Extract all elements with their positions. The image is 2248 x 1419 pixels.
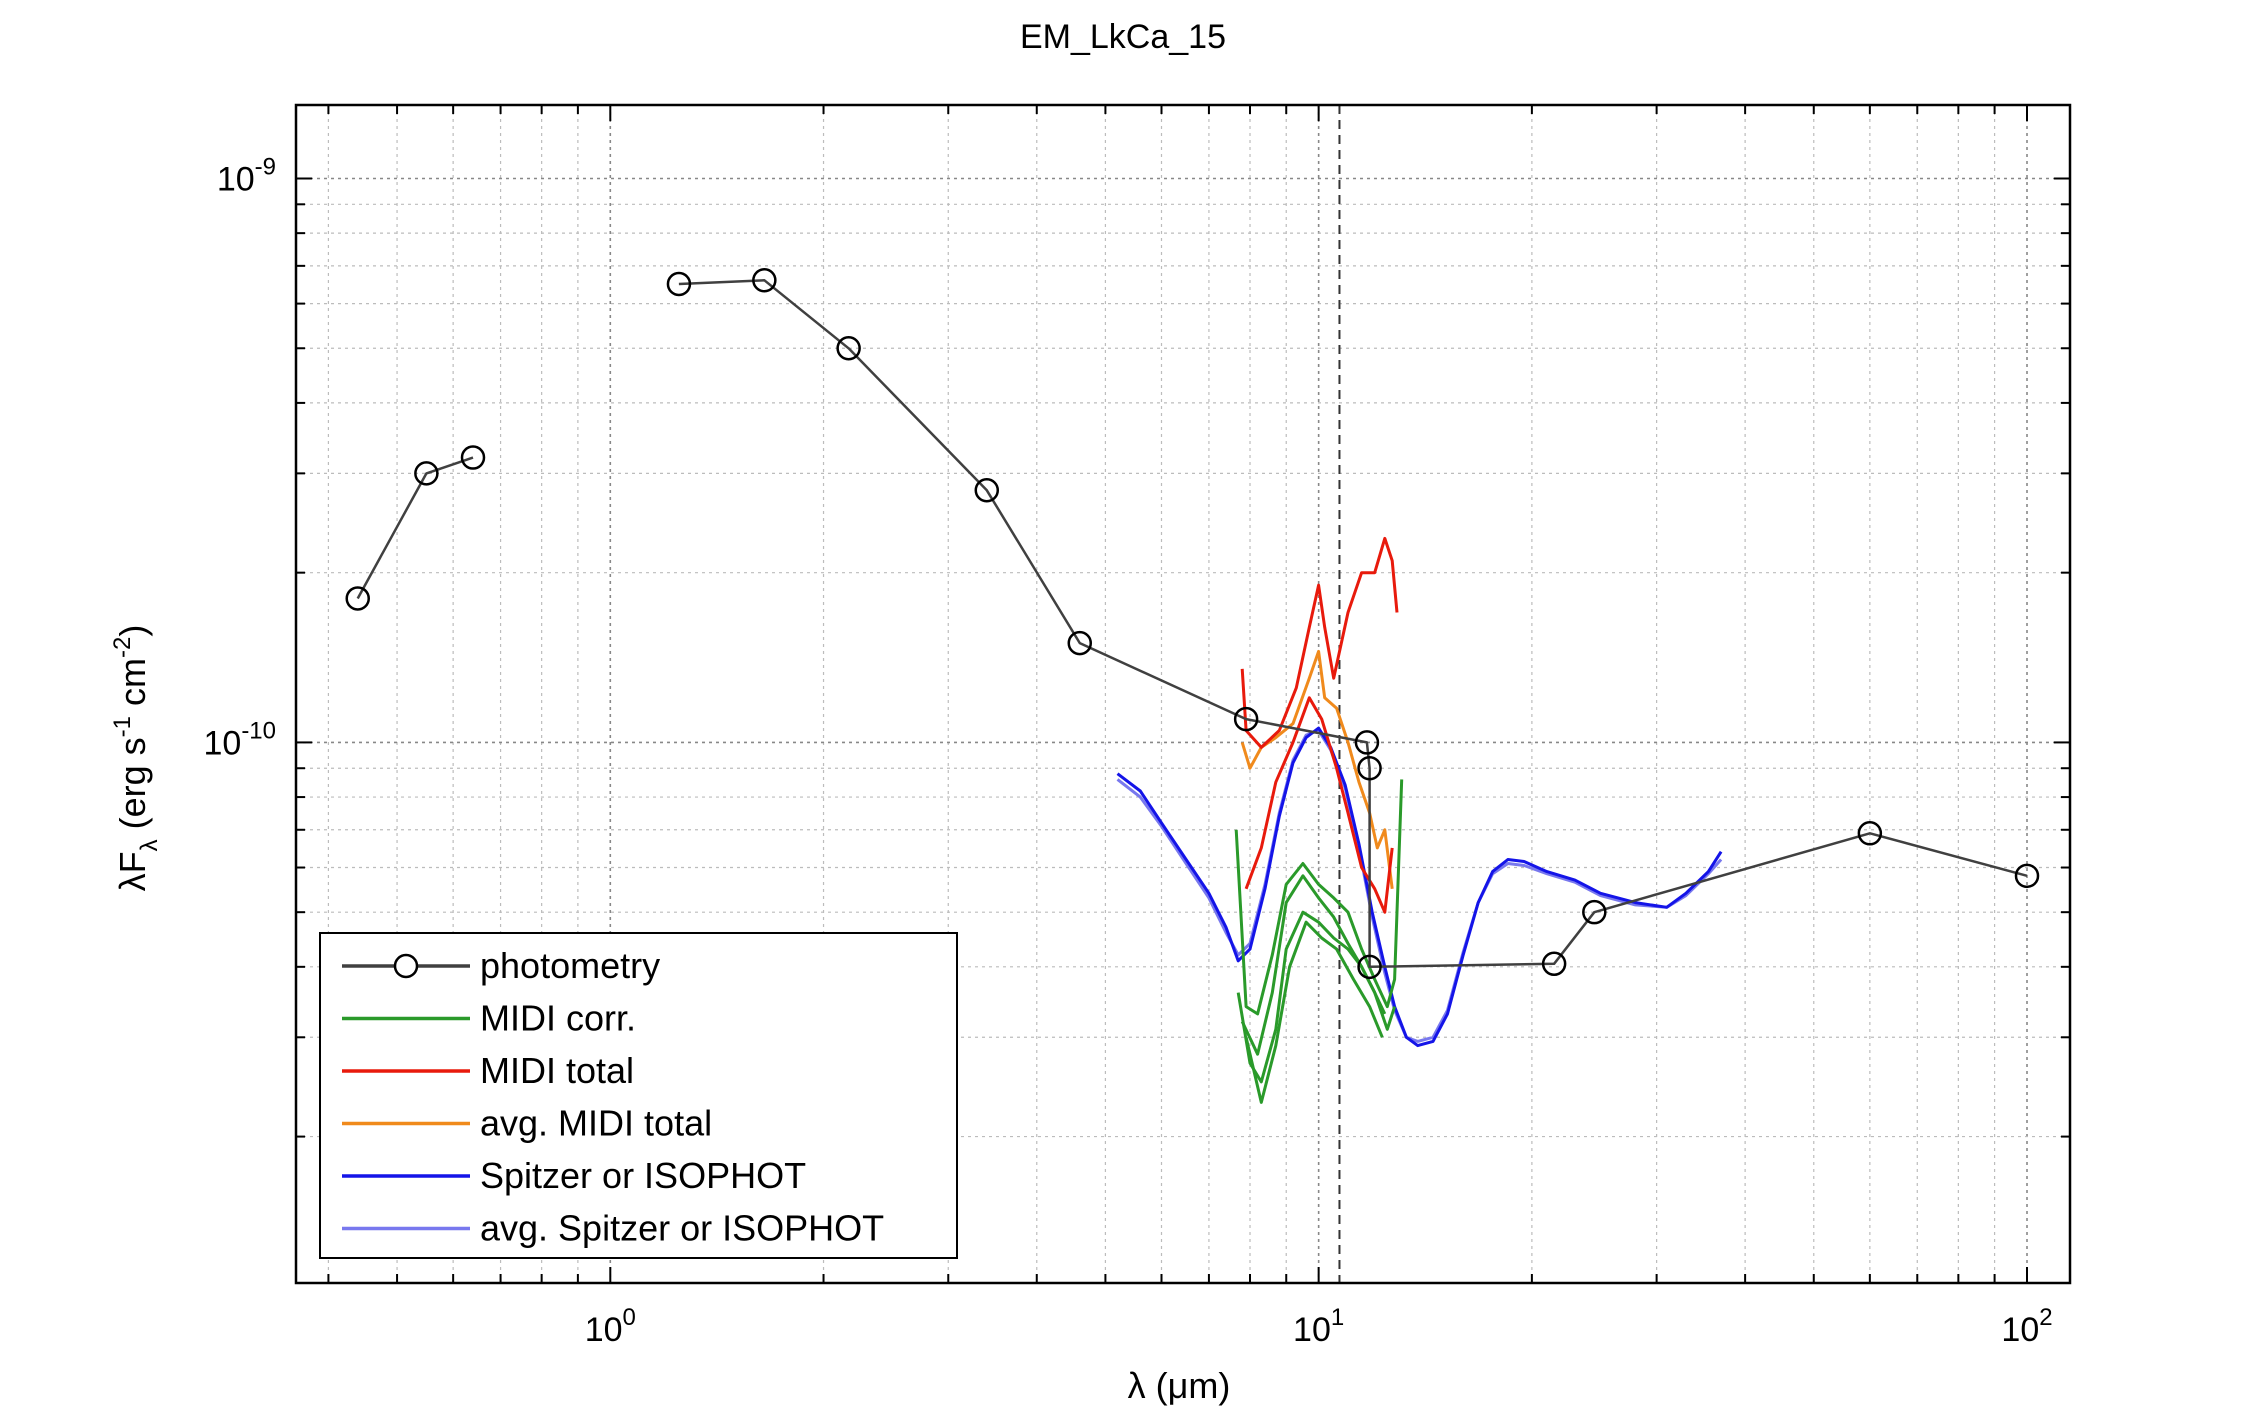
series-line bbox=[1116, 729, 1723, 1043]
data-point bbox=[666, 271, 692, 297]
legend-label: Spitzer or ISOPHOT bbox=[480, 1155, 806, 1196]
x-tick-label: 101 bbox=[1293, 1304, 1344, 1349]
series-spitzer-or-isophot bbox=[1116, 726, 1723, 1048]
y-tick-label: 10-10 bbox=[203, 717, 276, 762]
y-label-unit-open: (erg s bbox=[112, 737, 153, 839]
series-line bbox=[356, 456, 474, 600]
series-line bbox=[1240, 536, 1399, 749]
legend-label: avg. Spitzer or ISOPHOT bbox=[480, 1208, 884, 1249]
y-label-sub: λ bbox=[136, 839, 163, 851]
series-line bbox=[1240, 874, 1387, 1056]
axis-ticks bbox=[296, 105, 2070, 1283]
x-axis-label: λ (μm) bbox=[1128, 1365, 1231, 1406]
data-point bbox=[1357, 954, 1382, 980]
plot-frame bbox=[294, 103, 2072, 1285]
x-tick-label: 102 bbox=[2001, 1304, 2052, 1349]
series-midi-corr bbox=[1234, 779, 1404, 1104]
legend-label: MIDI total bbox=[480, 1050, 634, 1091]
data-point bbox=[414, 461, 439, 486]
series-line bbox=[1116, 726, 1723, 1048]
series-line bbox=[1234, 779, 1404, 1016]
y-label-main: λF bbox=[112, 851, 153, 891]
legend: photometry MIDI corr. MIDI total avg. MIDI … bbox=[319, 932, 958, 1259]
data-point bbox=[1067, 630, 1093, 656]
data-point bbox=[1857, 821, 1883, 846]
legend-box bbox=[319, 932, 958, 1259]
chart-title: EM_LkCa_15 bbox=[1020, 18, 1226, 56]
legend-label: avg. MIDI total bbox=[480, 1103, 712, 1144]
data-point bbox=[1233, 706, 1259, 732]
legend-label: MIDI corr. bbox=[480, 998, 636, 1039]
y-axis-label: λFλ (erg s-1 cm-2) bbox=[109, 625, 163, 892]
series-line bbox=[1236, 910, 1397, 1084]
legend-label: photometry bbox=[480, 945, 660, 986]
data-point bbox=[974, 478, 1000, 503]
series-avg-spitzer-or-isophot bbox=[1116, 729, 1723, 1043]
series-line bbox=[1244, 696, 1394, 914]
y-label-unit-mid: cm bbox=[112, 658, 153, 716]
data-point bbox=[460, 445, 486, 470]
series-photometry bbox=[345, 268, 2040, 980]
data-point bbox=[1582, 899, 1607, 925]
x-tick-label: 100 bbox=[585, 1304, 636, 1349]
data-point bbox=[345, 586, 370, 611]
series-layer bbox=[345, 268, 2040, 1104]
svg-text:λFλ (erg s-1 cm-2): λFλ (erg s-1 cm-2) bbox=[109, 625, 163, 892]
grid-lines bbox=[296, 105, 2070, 1283]
y-label-exp2: -2 bbox=[109, 637, 136, 658]
y-label-exp1: -1 bbox=[109, 716, 136, 737]
series-line bbox=[678, 279, 2028, 969]
data-point bbox=[836, 336, 861, 361]
data-point bbox=[2014, 863, 2040, 889]
legend-marker bbox=[393, 953, 419, 979]
data-point bbox=[752, 268, 777, 293]
data-point bbox=[1541, 951, 1567, 977]
series-midi-total bbox=[1240, 536, 1399, 914]
y-label-unit-close: ) bbox=[112, 625, 153, 637]
data-point bbox=[1357, 755, 1382, 781]
data-point bbox=[1354, 730, 1380, 755]
y-tick-label: 10-9 bbox=[217, 153, 276, 198]
series-line bbox=[1244, 920, 1384, 1104]
tick-labels: 100 101 102 10-10 10-9 bbox=[203, 153, 2052, 1349]
